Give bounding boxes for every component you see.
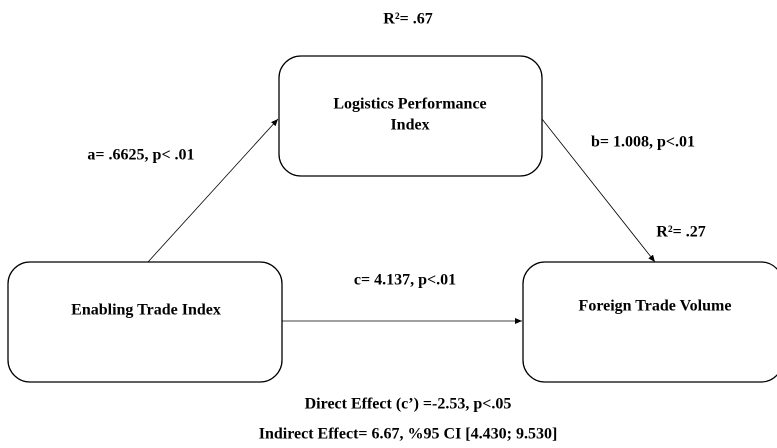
predictor-box: [7, 261, 283, 383]
node-label: Enabling Trade Index: [71, 302, 221, 319]
node-label: Index: [390, 117, 429, 134]
note: Indirect Effect= 6.67, %95 CI [4.430; 9.…: [259, 426, 558, 443]
edge-label: b= 1.008, p<.01: [591, 134, 695, 151]
outcome-box: [522, 261, 777, 383]
mediator-box: [278, 55, 543, 177]
arrow-a: [147, 118, 279, 263]
note: Direct Effect (c’) =-2.53, p<.05: [305, 396, 512, 413]
edge-label: a= .6625, p< .01: [87, 147, 194, 164]
node-label: Foreign Trade Volume: [579, 298, 732, 315]
node-label: Logistics Performance: [333, 96, 486, 113]
r-squared: R²= .27: [656, 224, 705, 241]
arrow-b: [541, 118, 656, 263]
edge-label: c= 4.137, p<.01: [354, 272, 456, 289]
r-squared: R²= .67: [383, 11, 432, 28]
